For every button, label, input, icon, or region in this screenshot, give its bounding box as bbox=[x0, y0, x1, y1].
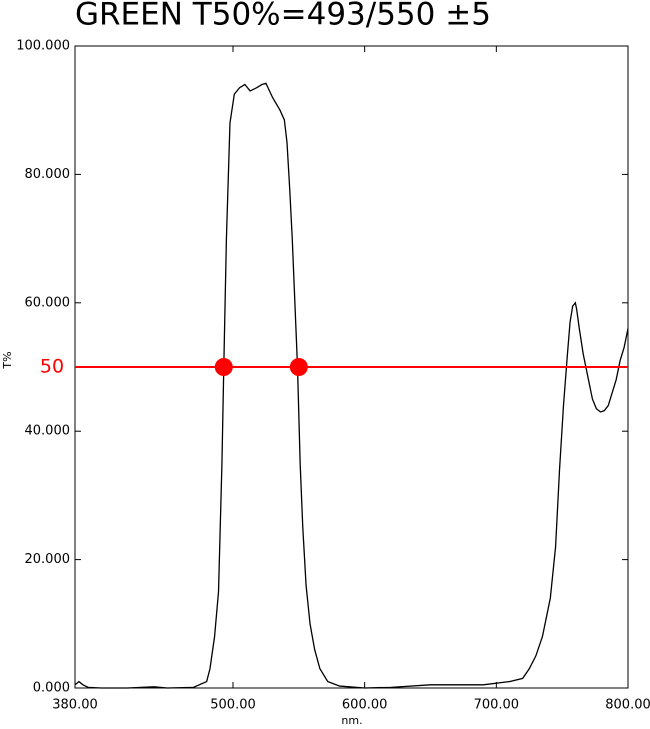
y-tick-label: 0.000 bbox=[33, 681, 70, 696]
marker-point bbox=[289, 358, 308, 376]
x-tick-label: 600.00 bbox=[342, 698, 388, 713]
marker-point bbox=[214, 358, 233, 376]
y-axis-label: T% bbox=[1, 351, 14, 369]
y-tick-label: 80.000 bbox=[25, 167, 71, 182]
y-tick-label: 100.000 bbox=[16, 39, 70, 54]
spectrum-line bbox=[74, 82, 629, 689]
x-tick-label: 380.00 bbox=[52, 698, 98, 713]
y-tick-label: 20.000 bbox=[25, 552, 71, 567]
x-tick-label: 700.00 bbox=[474, 698, 520, 713]
x-axis-label: nm. bbox=[341, 714, 362, 727]
x-tick-label: 800.00 bbox=[605, 698, 650, 713]
y-tick-label: 60.000 bbox=[25, 295, 71, 310]
reference-label: 50 bbox=[40, 356, 64, 378]
chart-title: GREEN T50%=493/550 ±5 bbox=[75, 0, 491, 33]
x-tick-label: 500.00 bbox=[210, 698, 256, 713]
y-tick-label: 40.000 bbox=[25, 424, 71, 439]
